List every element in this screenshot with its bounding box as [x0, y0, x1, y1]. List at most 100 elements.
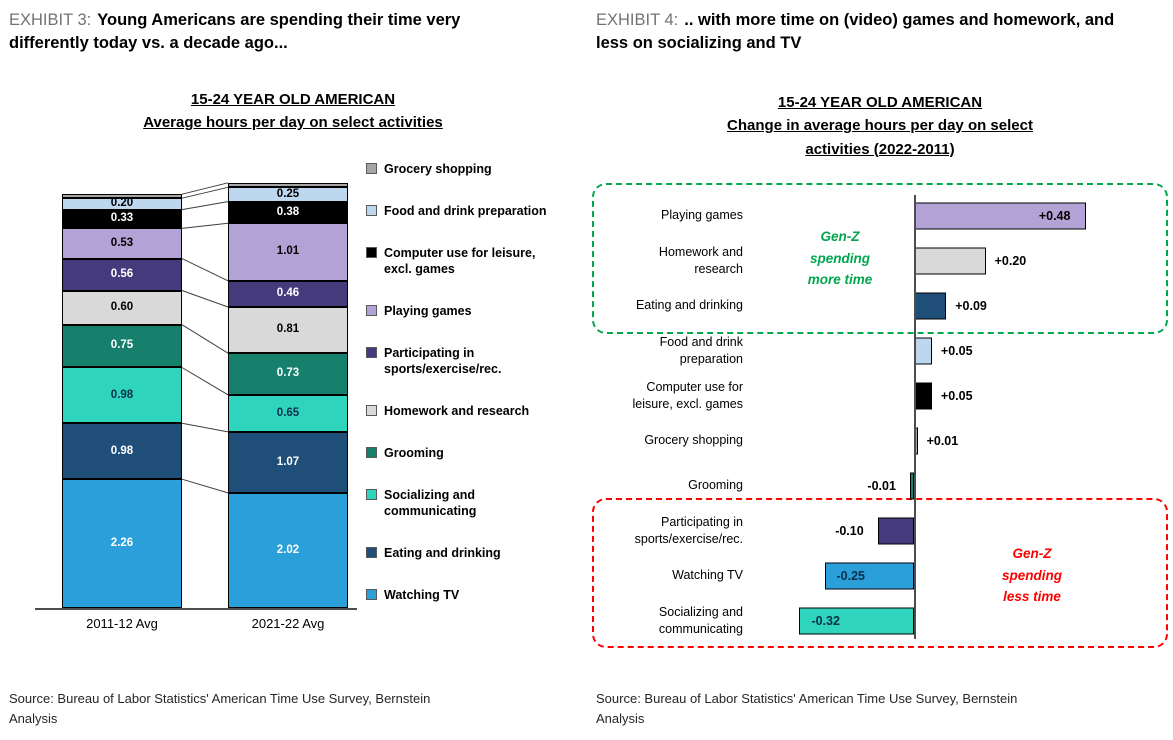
value-label-grooming: -0.01: [867, 478, 896, 493]
gen-z-less-time-box: [592, 498, 1168, 648]
row-grooming: Grooming -0.01: [587, 463, 1173, 508]
category-label-participating-in-sports-exercise-rec: Participating in sports/exercise/rec.: [634, 515, 743, 546]
segment-participating-in-sports-exercise-rec: 0.56: [62, 258, 182, 291]
right-chart-title: 15-24 YEAR OLD AMERICAN Change in averag…: [587, 91, 1173, 161]
bar-eating-and-drinking: [914, 292, 947, 319]
connector-line: [181, 324, 229, 354]
segment-grooming: 0.73: [228, 353, 348, 395]
note-line: Gen-Z: [1012, 546, 1052, 561]
connector-line: [181, 182, 229, 195]
value-label-watching-tv: -0.25: [836, 568, 866, 583]
category-label-food-and-drink-preparation: Food and drink preparation: [659, 335, 743, 366]
category-label-homework-and-research: Homework and research: [658, 245, 743, 276]
eating-and-drinking-swatch: [366, 547, 377, 558]
bar-homework-and-research: [914, 247, 986, 274]
stacked-bar-2021-22: 0.25 0.38 1.01 0.46 0.81 0.73 0.65 1.07 2.02: [228, 182, 348, 608]
row-playing-games: Playing games +0.48: [587, 193, 1173, 238]
segment-value-label: 0.25: [276, 187, 300, 200]
segment-grooming: 0.75: [62, 324, 182, 368]
segment-homework-and-research: 0.81: [228, 307, 348, 354]
segment-homework-and-research: 0.60: [62, 290, 182, 325]
grooming-swatch: [366, 447, 377, 458]
left-chart-title: 15-24 YEAR OLD AMERICAN Average hours pe…: [0, 88, 586, 135]
exhibit-4-heading: EXHIBIT 4:.. with more time on (video) g…: [596, 9, 1126, 55]
left-chart-title-line-2: Average hours per day on select activiti…: [143, 114, 443, 132]
segment-value-label: 0.33: [110, 212, 134, 225]
legend-item-participating-in-sports-exercise-rec: Participating in sports/exercise/rec.: [366, 345, 571, 377]
segment-grocery-shopping: [228, 182, 348, 188]
stacked-bar-2011-12: 0.20 0.33 0.53 0.56 0.60 0.75 0.98 0.98 2.26: [62, 194, 182, 608]
category-label-grooming: Grooming: [688, 478, 743, 493]
segment-value-label: 0.65: [276, 406, 300, 419]
connector-line: [181, 290, 229, 308]
grocery-shopping-swatch: [366, 163, 377, 174]
segment-value-label: 1.01: [276, 245, 300, 258]
gen-z-less-time-note: Gen-Z spending less time: [977, 543, 1087, 608]
row-food-and-drink-preparation: Food and drink preparation +0.05: [587, 328, 1173, 373]
segment-value-label: 0.20: [110, 197, 134, 210]
playing-games-swatch: [366, 305, 377, 316]
segment-watching-tv: 2.26: [62, 479, 182, 608]
note-line: more time: [807, 272, 873, 288]
row-watching-tv: Watching TV -0.25: [587, 553, 1173, 598]
legend-label-grooming: Grooming: [384, 446, 444, 460]
row-socializing-and-communicating: Socializing and communicating -0.32: [587, 598, 1173, 643]
bar-socializing-and-communicating: [799, 607, 914, 634]
legend-item-eating-and-drinking: Eating and drinking: [366, 545, 571, 561]
category-label-playing-games: Playing games: [661, 208, 743, 223]
segment-value-label: 0.38: [276, 205, 300, 218]
legend-label-watching-tv: Watching TV: [384, 588, 460, 602]
legend-label-homework-and-research: Homework and research: [384, 404, 530, 418]
segment-value-label: 0.98: [110, 444, 134, 457]
connector-line: [181, 201, 229, 211]
connector-line: [181, 367, 229, 396]
segment-food-and-drink-preparation: 0.20: [62, 197, 182, 210]
legend-item-socializing-and-communicating: Socializing and communicating: [366, 487, 571, 519]
segment-value-label: 0.56: [110, 267, 134, 280]
exhibit-3-title: Young Americans are spending their time …: [9, 11, 461, 52]
row-computer-use-for-leisure-excl-games: Computer use for leisure, excl. games +0.…: [587, 373, 1173, 418]
bar-rows: Playing games +0.48 Homework and research +…: [587, 193, 1173, 643]
segment-computer-use-for-leisure-excl-games: 0.33: [62, 209, 182, 229]
row-homework-and-research: Homework and research +0.20: [587, 238, 1173, 283]
segment-value-label: 0.81: [276, 323, 300, 336]
participating-in-sports-exercise-rec-swatch: [366, 347, 377, 358]
segment-value-label: 2.02: [276, 543, 300, 556]
homework-and-research-swatch: [366, 405, 377, 416]
right-chart-title-line-2: Change in average hours per day on selec…: [727, 117, 1033, 135]
exhibit-3-label: EXHIBIT 3:: [9, 11, 92, 29]
segment-value-label: 0.98: [110, 388, 134, 401]
legend-label-computer-use-for-leisure-excl-games: Computer use for leisure, excl. games: [384, 246, 536, 276]
segment-grocery-shopping: [62, 194, 182, 199]
exhibit-3-panel: EXHIBIT 3: Young Americans are spending t…: [0, 0, 586, 740]
legend: Grocery shopping Food and drink preparati…: [366, 161, 571, 603]
left-chart-title-line-1: 15-24 YEAR OLD AMERICAN: [190, 91, 396, 108]
food-and-drink-preparation-swatch: [366, 205, 377, 216]
category-label-socializing-and-communicating: Socializing and communicating: [658, 605, 743, 636]
row-participating-in-sports-exercise-rec: Participating in sports/exercise/rec. -0.…: [587, 508, 1173, 553]
note-line: spending: [810, 250, 870, 266]
legend-item-computer-use-for-leisure-excl-games: Computer use for leisure, excl. games: [366, 245, 571, 277]
connector-line: [181, 478, 229, 494]
segment-socializing-and-communicating: 0.65: [228, 394, 348, 432]
segment-connector-lines: [181, 182, 229, 494]
segment-participating-in-sports-exercise-rec: 0.46: [228, 280, 348, 308]
note-line: Gen-Z: [820, 229, 860, 244]
row-grocery-shopping: Grocery shopping +0.01: [587, 418, 1173, 463]
legend-item-grooming: Grooming: [366, 445, 571, 461]
legend-item-playing-games: Playing games: [366, 303, 571, 319]
segment-eating-and-drinking: 1.07: [228, 431, 348, 493]
bar-computer-use-for-leisure-excl-games: [914, 382, 932, 409]
right-chart-title-line-1: 15-24 YEAR OLD AMERICAN: [777, 94, 983, 111]
value-label-homework-and-research: +0.20: [994, 253, 1027, 268]
connector-line: [181, 222, 229, 229]
legend-item-food-and-drink-preparation: Food and drink preparation: [366, 203, 571, 219]
connector-line: [181, 422, 229, 433]
segment-socializing-and-communicating: 0.98: [62, 367, 182, 424]
change-bar-chart: Playing games +0.48 Homework and research +…: [587, 193, 1173, 643]
legend-label-participating-in-sports-exercise-rec: Participating in sports/exercise/rec.: [384, 346, 502, 376]
exhibit-3-source: Source: Bureau of Labor Statistics' Amer…: [9, 691, 431, 727]
legend-label-socializing-and-communicating: Socializing and communicating: [384, 488, 477, 518]
gen-z-more-time-box: [592, 183, 1168, 334]
bar-watching-tv: [824, 562, 914, 589]
